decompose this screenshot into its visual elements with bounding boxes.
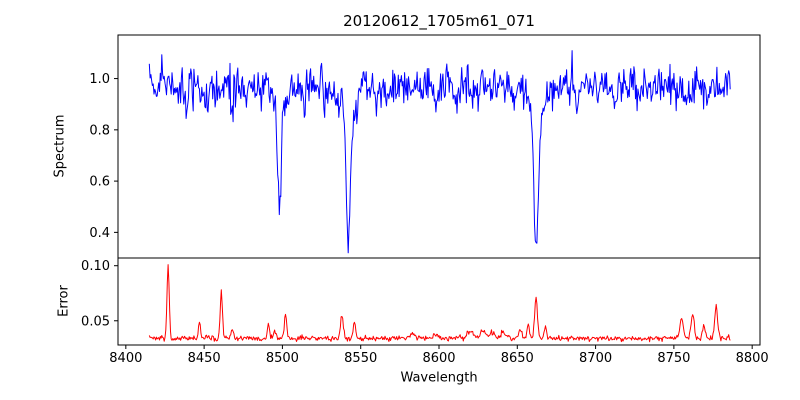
spectrum-y-tick-label-0.8: 0.8 xyxy=(89,123,110,138)
spectrum-y-tick-label-1.0: 1.0 xyxy=(89,72,110,87)
x-tick-label-8600: 8600 xyxy=(422,351,455,366)
x-tick-label-8450: 8450 xyxy=(188,351,221,366)
spectrum-y-tick-label-0.4: 0.4 xyxy=(89,226,110,241)
x-tick-label-8550: 8550 xyxy=(344,351,377,366)
error-y-tick-label-0.05: 0.05 xyxy=(81,314,110,329)
x-tick-label-8650: 8650 xyxy=(501,351,534,366)
error-line xyxy=(148,264,731,343)
x-tick-label-8700: 8700 xyxy=(579,351,612,366)
x-tick-label-8800: 8800 xyxy=(736,351,769,366)
x-tick-label-8500: 8500 xyxy=(266,351,299,366)
error-y-tick-label-0.10: 0.10 xyxy=(81,259,110,274)
error-axes-box xyxy=(117,257,761,346)
spectrum-line xyxy=(148,50,731,254)
spectrum-y-tick-label-0.6: 0.6 xyxy=(89,175,110,190)
spectrum-axes-box xyxy=(117,34,761,259)
x-tick-label-8400: 8400 xyxy=(109,351,142,366)
x-tick-label-8750: 8750 xyxy=(657,351,690,366)
chart-title: 20120612_1705m61_071 xyxy=(343,12,535,30)
x-axis-label: Wavelength xyxy=(400,370,478,386)
